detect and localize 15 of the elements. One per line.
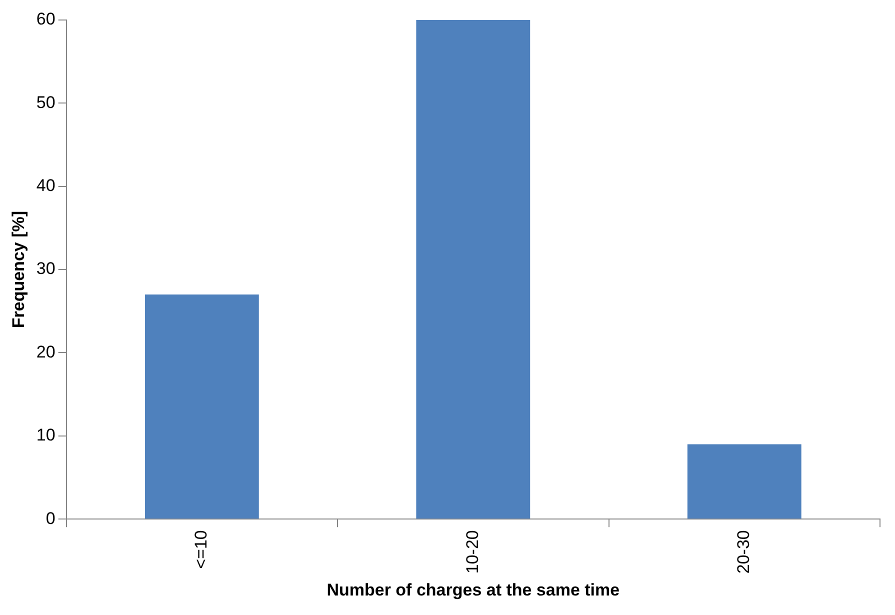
y-tick-label: 20: [36, 342, 56, 362]
y-tick-label: 0: [46, 508, 56, 528]
bar: [416, 20, 530, 519]
y-tick-label: 60: [36, 10, 56, 29]
y-axis-title: Frequency [%]: [8, 210, 28, 328]
y-tick-label: 10: [36, 426, 56, 445]
y-tick-label: 40: [36, 176, 56, 196]
x-tick-label: 10-20: [462, 530, 482, 574]
x-tick-label: 20-30: [734, 530, 754, 574]
bar: [687, 444, 802, 519]
y-tick-label: 50: [36, 92, 56, 112]
y-tick-label: 30: [36, 259, 56, 278]
x-axis-title: Number of charges at the same time: [326, 580, 620, 600]
bar: [144, 294, 259, 519]
x-tick-label: <=10: [192, 530, 211, 569]
